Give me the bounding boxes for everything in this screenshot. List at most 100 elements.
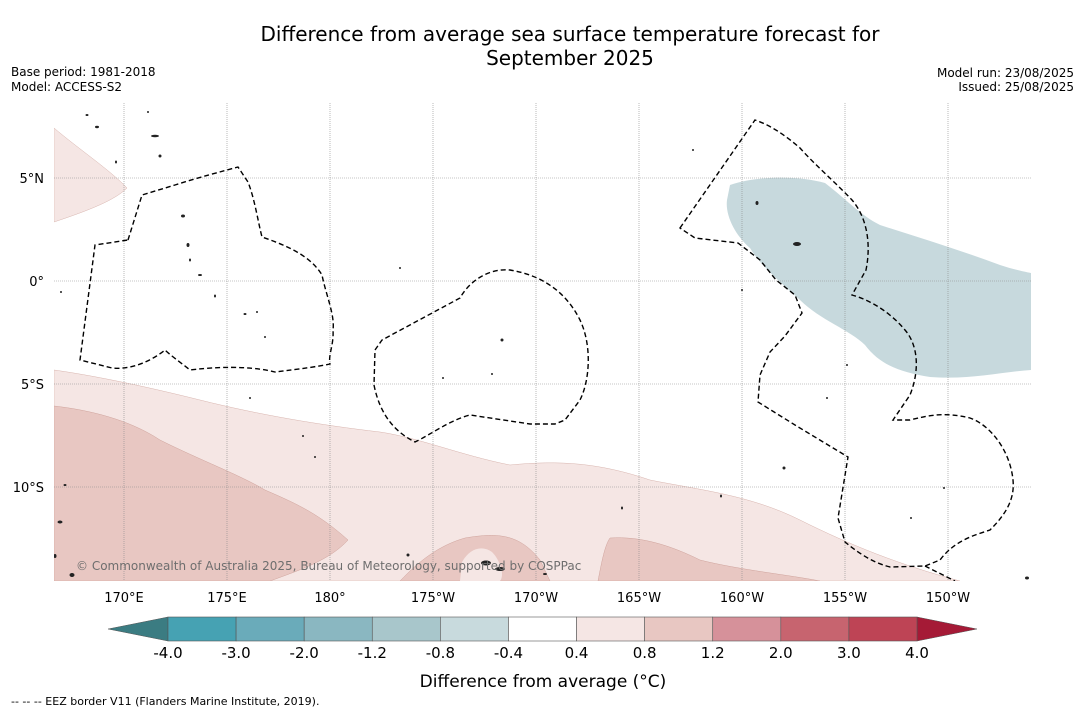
colorbar-bin — [235, 616, 305, 642]
island — [189, 258, 191, 262]
colorbar-bin — [712, 616, 782, 642]
warm-anomaly-light-island — [460, 548, 503, 581]
island — [442, 377, 444, 379]
islands — [54, 111, 1029, 580]
island — [85, 114, 89, 116]
island — [621, 506, 623, 510]
island — [314, 456, 316, 458]
island — [755, 201, 759, 205]
colorbar-tick-label: -3.0 — [221, 644, 250, 662]
lon-label: 160°W — [720, 591, 764, 606]
colorbar-bin — [371, 616, 441, 642]
lat-label: 5°S — [21, 378, 44, 393]
island — [720, 494, 722, 498]
colorbar-tick-label: -1.2 — [358, 644, 387, 662]
lon-label: 155°W — [823, 591, 867, 606]
lat-label: 0° — [29, 275, 44, 290]
colorbar-tick-label: 0.8 — [633, 644, 657, 662]
eez-border-phoenix — [373, 269, 589, 443]
copyright-text: © Commonwealth of Australia 2025, Bureau… — [76, 559, 581, 573]
base-period: Base period: 1981-2018 — [11, 65, 156, 79]
island — [406, 553, 410, 557]
island — [692, 149, 694, 151]
colorbar-tick-label: 4.0 — [905, 644, 929, 662]
colorbar-tick-label: 2.0 — [769, 644, 793, 662]
island — [63, 484, 67, 486]
island — [491, 373, 493, 375]
warm-anomaly-light-north — [54, 127, 128, 223]
island — [243, 313, 247, 315]
cool-anomaly-northeast — [726, 177, 1031, 378]
title-line-2: September 2025 — [486, 46, 654, 70]
island — [500, 338, 504, 342]
lon-label: 175°W — [411, 591, 455, 606]
island — [782, 466, 786, 470]
island — [69, 573, 75, 577]
island — [1025, 576, 1029, 580]
map-title: Difference from average sea surface temp… — [200, 22, 940, 70]
island — [399, 267, 401, 269]
eez-border-line-islands — [679, 119, 1014, 568]
island — [198, 274, 202, 276]
lon-label: 165°W — [617, 591, 661, 606]
island — [256, 311, 258, 313]
island — [214, 294, 216, 298]
lat-label: 5°N — [20, 172, 45, 187]
colorbar-title: Difference from average (°C) — [420, 672, 667, 692]
island — [57, 520, 63, 524]
colorbar-tick-label: -0.4 — [494, 644, 523, 662]
island — [60, 291, 62, 293]
eez-legend-note: -- -- -- EEZ border V11 (Flanders Marine… — [11, 695, 320, 708]
warm-anomaly-mid-east — [597, 537, 821, 581]
island — [264, 336, 266, 338]
lon-label: 150°W — [926, 591, 970, 606]
model-name: Model: ACCESS-S2 — [11, 80, 123, 94]
colorbar-bin — [848, 616, 918, 642]
island — [147, 111, 149, 113]
lon-label: 170°E — [104, 591, 144, 606]
colorbar-bin — [780, 616, 850, 642]
island — [846, 364, 848, 366]
island — [826, 397, 828, 399]
island — [943, 487, 945, 489]
title-line-1: Difference from average sea surface temp… — [260, 22, 880, 46]
longitude-labels: 170°E 175°E 180° 175°W 170°W 165°W 160°W 155°W 1… — [104, 591, 970, 606]
colorbar-tick-label: 3.0 — [837, 644, 861, 662]
warm-anomaly-mid-south — [54, 405, 349, 581]
colorbar-bin — [303, 616, 373, 642]
island — [910, 517, 912, 519]
latitude-labels: 5°N 0° 5°S 10°S — [13, 172, 44, 496]
lon-label: 175°E — [207, 591, 247, 606]
eez-borders — [79, 119, 1014, 581]
colorbar-tick-label: -0.8 — [426, 644, 455, 662]
colorbar-bin — [576, 616, 645, 642]
colorbar-bin — [508, 616, 577, 642]
issued-date: Issued: 25/08/2025 — [958, 80, 1074, 94]
lat-label: 10°S — [13, 481, 44, 496]
eez-border-south-east — [924, 565, 956, 581]
colorbar-bin — [644, 616, 714, 642]
model-run: Model run: 23/08/2025 — [936, 66, 1074, 80]
island — [793, 242, 801, 246]
colorbar-tick-label: 1.2 — [701, 644, 725, 662]
island — [158, 154, 162, 158]
island — [249, 397, 251, 399]
island — [181, 214, 185, 218]
island — [95, 125, 99, 129]
anomaly-fields — [54, 127, 1031, 581]
island — [741, 289, 743, 291]
island — [115, 160, 117, 164]
island — [186, 243, 190, 247]
island — [302, 435, 304, 437]
colorbar-bin — [440, 616, 509, 642]
colorbar-under-arrow — [107, 616, 169, 642]
island — [54, 554, 57, 558]
colorbar-tick-label: 0.4 — [565, 644, 589, 662]
colorbar: -4.0 -3.0 -2.0 -1.2 -0.8 -0.4 0.4 0.8 1.2 2.0 3.0 4… — [107, 616, 978, 692]
island — [151, 134, 159, 138]
eez-border-kiribati-gilbert — [79, 166, 334, 373]
island — [481, 560, 491, 566]
colorbar-tick-label: -2.0 — [290, 644, 319, 662]
lon-label: 170°W — [514, 591, 558, 606]
